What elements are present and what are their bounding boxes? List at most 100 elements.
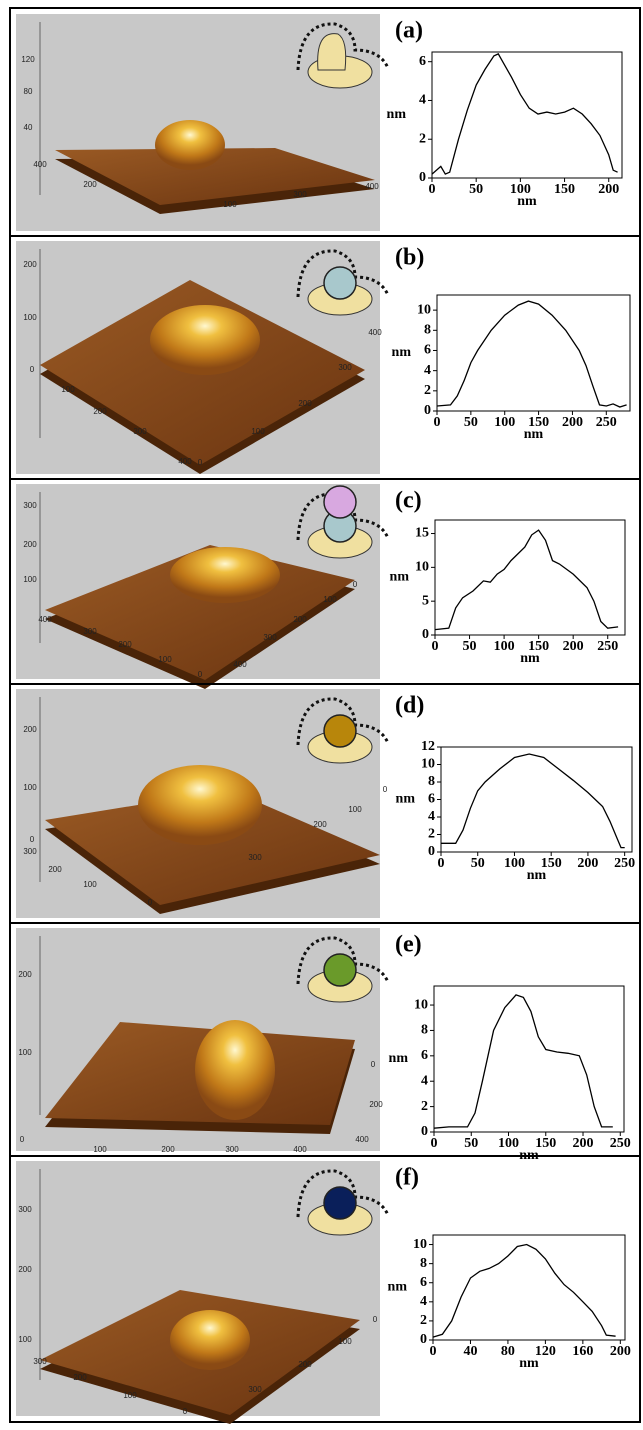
afm-axis-label: 200 xyxy=(93,407,107,416)
afm-axis-label: 100 xyxy=(23,313,37,322)
x-tick-label: 50 xyxy=(464,1136,478,1151)
x-tick-label: 100 xyxy=(494,415,515,430)
afm-axis-label: 300 xyxy=(23,847,37,856)
x-tick-label: 50 xyxy=(463,639,477,654)
plot-frame xyxy=(437,295,630,411)
afm-axis-label: 80 xyxy=(24,87,33,96)
x-tick-label: 200 xyxy=(610,1344,631,1359)
panel-label: (a) xyxy=(395,18,423,44)
y-tick-label: 2 xyxy=(419,131,426,146)
x-axis-label: nm xyxy=(524,427,544,442)
afm-axis-label: 100 xyxy=(93,1145,107,1154)
afm-axis-label: 0 xyxy=(183,1407,188,1416)
icon-sphere xyxy=(324,1187,356,1219)
y-tick-label: 2 xyxy=(424,383,431,398)
profile-line xyxy=(441,754,625,848)
afm-axis-label: 0 xyxy=(148,898,153,907)
y-tick-label: 6 xyxy=(419,54,426,69)
afm-axis-label: 0 xyxy=(373,1315,378,1324)
panel-label: (d) xyxy=(395,693,424,719)
x-axis-label: nm xyxy=(519,1356,539,1371)
afm-axis-label: 200 xyxy=(118,640,132,649)
afm-axis-label: 200 xyxy=(18,970,32,979)
afm-axis-label: 300 xyxy=(23,501,37,510)
afm-axis-label: 200 xyxy=(298,399,312,408)
y-tick-label: 4 xyxy=(420,1294,427,1309)
afm-feature xyxy=(155,120,225,170)
y-tick-label: 8 xyxy=(424,323,431,338)
y-tick-label: 10 xyxy=(413,1237,427,1252)
y-tick-label: 0 xyxy=(421,1124,428,1139)
y-tick-label: 6 xyxy=(420,1275,427,1290)
afm-axis-label: 400 xyxy=(233,660,247,669)
afm-axis-label: 200 xyxy=(73,1373,87,1382)
panel-label: (c) xyxy=(395,488,422,514)
x-tick-label: 0 xyxy=(430,1344,437,1359)
x-tick-label: 160 xyxy=(572,1344,593,1359)
x-tick-label: 250 xyxy=(614,856,635,871)
afm-axis-label: 300 xyxy=(263,633,277,642)
y-tick-label: 4 xyxy=(424,363,431,378)
x-tick-label: 0 xyxy=(432,639,439,654)
x-tick-label: 40 xyxy=(463,1344,477,1359)
afm-feature xyxy=(150,305,260,375)
afm-axis-label: 300 xyxy=(33,1357,47,1366)
y-tick-label: 2 xyxy=(428,827,435,842)
x-tick-label: 50 xyxy=(464,415,478,430)
afm-axis-label: 200 xyxy=(313,820,327,829)
y-tick-label: 10 xyxy=(415,560,429,575)
afm-axis-label: 0 xyxy=(371,1060,376,1069)
y-tick-label: 5 xyxy=(422,593,429,608)
afm-axis-label: 200 xyxy=(23,260,37,269)
afm-axis-label: 200 xyxy=(369,1100,383,1109)
afm-axis-label: 200 xyxy=(23,540,37,549)
afm-axis-label: 400 xyxy=(38,615,52,624)
afm-feature xyxy=(195,1020,275,1120)
x-tick-label: 200 xyxy=(598,182,619,197)
profile-line xyxy=(437,301,627,407)
x-tick-label: 100 xyxy=(498,1136,519,1151)
afm-axis-label: 0 xyxy=(198,670,203,679)
x-tick-label: 200 xyxy=(577,856,598,871)
afm-axis-label: 100 xyxy=(223,200,237,209)
afm-axis-label: 0 xyxy=(30,835,35,844)
x-tick-label: 250 xyxy=(596,415,617,430)
afm-axis-label: 400 xyxy=(178,457,192,466)
y-tick-label: 8 xyxy=(421,1023,428,1038)
x-tick-label: 0 xyxy=(429,182,436,197)
profile-line xyxy=(432,54,618,174)
afm-axis-label: 300 xyxy=(293,190,307,199)
afm-axis-label: 0 xyxy=(353,580,358,589)
y-tick-label: 15 xyxy=(415,526,429,541)
afm-axis-label: 0 xyxy=(383,785,388,794)
y-tick-label: 4 xyxy=(419,93,426,108)
afm-axis-label: 300 xyxy=(248,853,262,862)
y-tick-label: 6 xyxy=(428,792,435,807)
y-tick-label: 2 xyxy=(420,1313,427,1328)
afm-axis-label: 100 xyxy=(83,880,97,889)
afm-axis-label: 100 xyxy=(323,595,337,604)
afm-axis-label: 200 xyxy=(83,180,97,189)
afm-axis-label: 40 xyxy=(24,123,33,132)
x-tick-label: 80 xyxy=(501,1344,515,1359)
afm-axis-label: 200 xyxy=(23,725,37,734)
afm-axis-label: 200 xyxy=(18,1265,32,1274)
x-tick-label: 250 xyxy=(597,639,618,654)
afm-axis-label: 0 xyxy=(30,365,35,374)
afm-axis-label: 300 xyxy=(225,1145,239,1154)
afm-axis-label: 300 xyxy=(248,1385,262,1394)
afm-axis-label: 100 xyxy=(23,783,37,792)
afm-axis-label: 100 xyxy=(251,427,265,436)
afm-axis-label: 120 xyxy=(21,55,35,64)
afm-axis-label: 100 xyxy=(348,805,362,814)
y-axis-label: nm xyxy=(387,107,407,122)
afm-axis-label: 200 xyxy=(298,1360,312,1369)
afm-axis-label: 100 xyxy=(338,1337,352,1346)
y-tick-label: 10 xyxy=(421,757,435,772)
y-tick-label: 4 xyxy=(428,809,435,824)
panel-label: (e) xyxy=(395,932,422,958)
x-tick-label: 200 xyxy=(573,1136,594,1151)
afm-axis-label: 0 xyxy=(198,458,203,467)
x-axis-label: nm xyxy=(527,868,547,883)
afm-axis-label: 300 xyxy=(18,1205,32,1214)
